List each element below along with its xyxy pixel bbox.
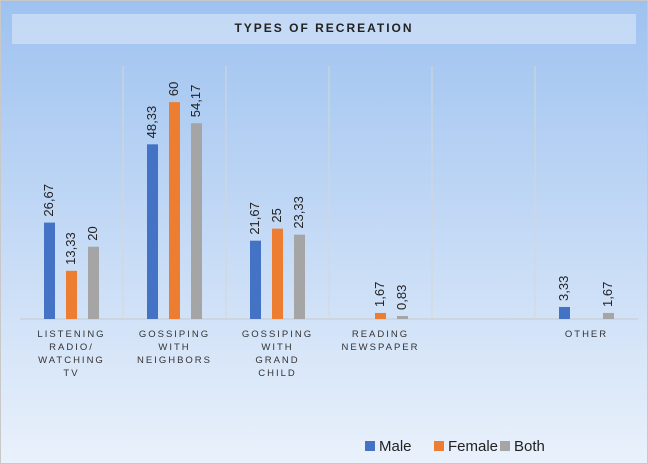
data-label: 3,33	[556, 276, 571, 301]
data-label: 1,67	[600, 282, 615, 307]
title-band	[12, 14, 636, 44]
bar	[88, 246, 99, 319]
data-label: 23,33	[291, 196, 306, 229]
bar	[66, 270, 77, 319]
data-label: 1,67	[372, 282, 387, 307]
bar	[272, 228, 283, 319]
bar	[250, 240, 261, 319]
legend-swatch	[500, 441, 510, 451]
data-label: 26,67	[41, 184, 56, 217]
bar	[603, 312, 614, 319]
bar	[44, 222, 55, 319]
x-tick-label: LISTENING RADIO/ WATCHING TV	[37, 329, 106, 379]
bar	[559, 306, 570, 319]
bar	[375, 312, 386, 319]
data-label: 21,67	[247, 202, 262, 235]
x-tick-label: OTHER	[564, 329, 609, 340]
chart-title: TYPES OF RECREATION	[234, 21, 413, 35]
data-label: 54,17	[188, 85, 203, 118]
legend-label: Both	[514, 438, 545, 455]
data-label: 25	[269, 208, 284, 222]
bar	[169, 102, 180, 320]
data-label: 13,33	[63, 232, 78, 265]
legend-swatch	[434, 441, 444, 451]
x-tick-label: GOSSIPING WITH GRAND CHILD	[241, 329, 314, 379]
data-label: 60	[166, 82, 181, 96]
legend-swatch	[365, 441, 375, 451]
bar	[147, 144, 158, 319]
data-label: 48,33	[144, 106, 159, 139]
legend-label: Male	[379, 438, 412, 455]
bar	[397, 316, 408, 319]
data-label: 20	[85, 226, 100, 240]
bar	[294, 234, 305, 319]
bar	[191, 123, 202, 319]
x-tick-label: READING NEWSPAPER	[341, 329, 420, 353]
data-label: 0,83	[394, 285, 409, 310]
x-tick-label: GOSSIPING WITH NEIGHBORS	[136, 329, 212, 366]
legend-label: Female	[448, 438, 498, 455]
